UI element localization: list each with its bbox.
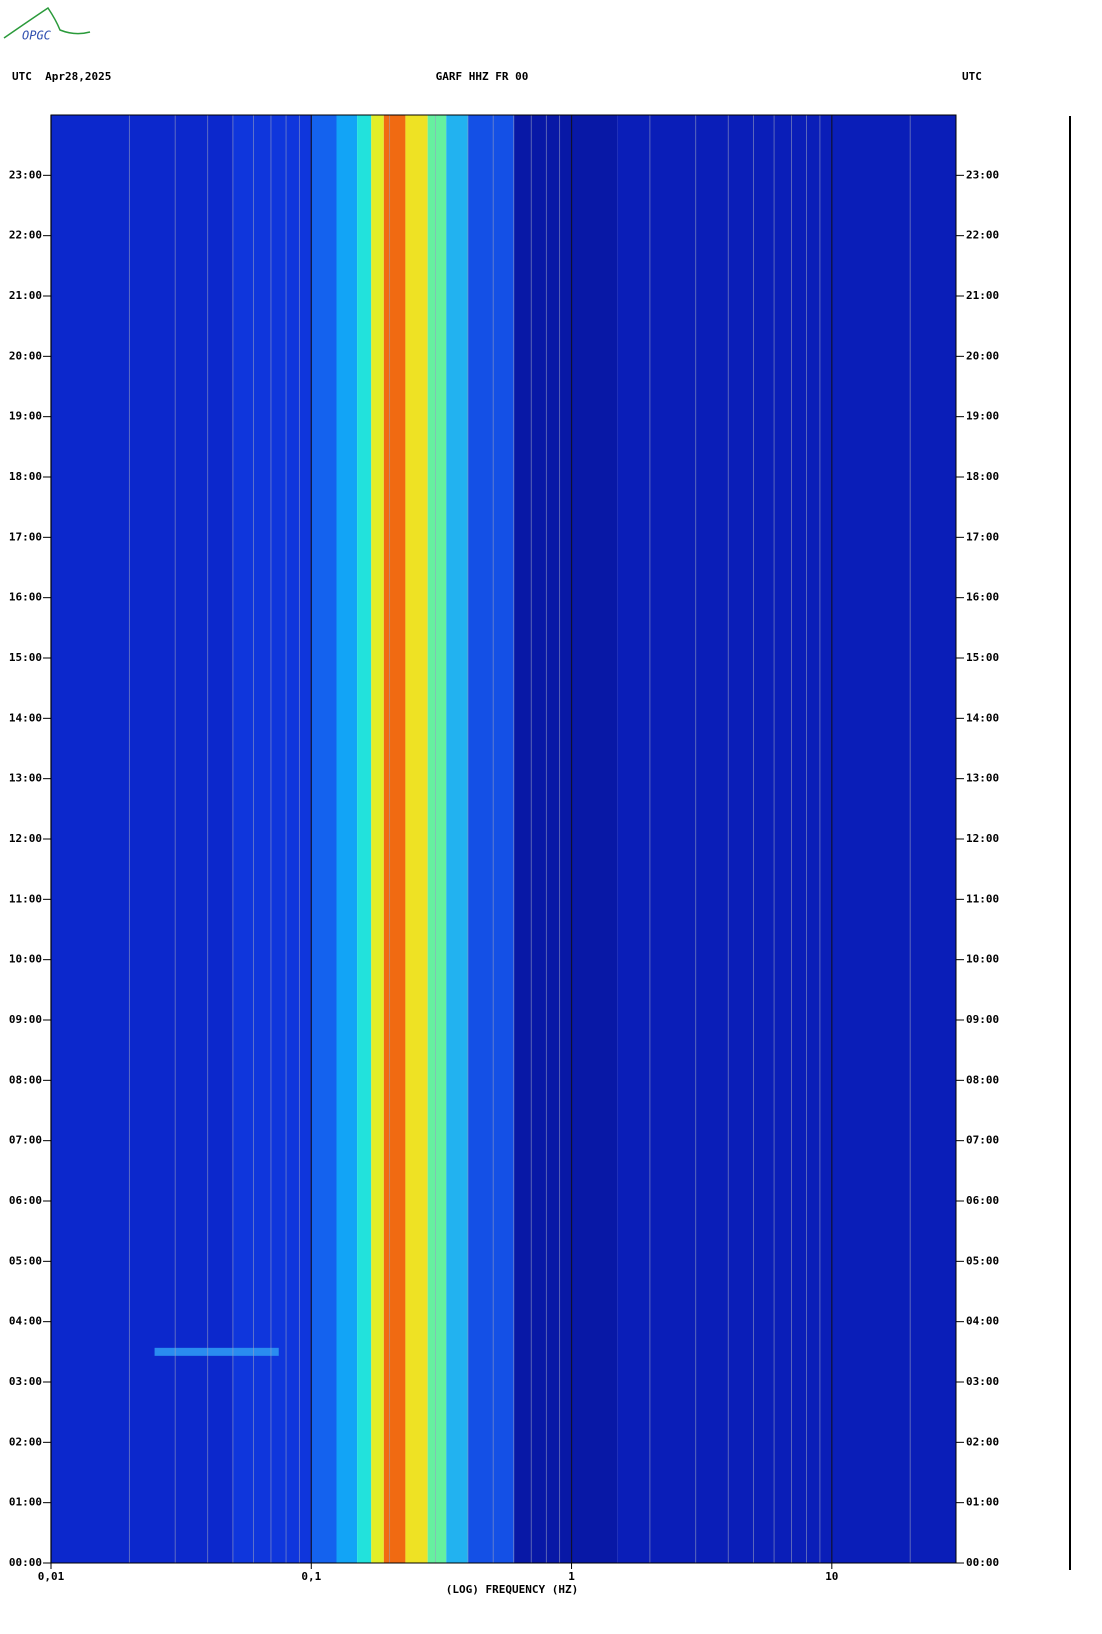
y-tick-label-left: 23:00	[9, 168, 42, 181]
y-tick-label-left: 12:00	[9, 832, 42, 845]
y-tick-label-right: 14:00	[966, 711, 999, 724]
x-tick-label: 0,1	[301, 1570, 321, 1583]
timezone-label: UTC	[962, 70, 982, 83]
y-tick-label-left: 22:00	[9, 229, 42, 242]
spectral-band	[311, 115, 337, 1563]
x-tick-label: 10	[825, 1570, 838, 1583]
y-tick-label-right: 13:00	[966, 772, 999, 785]
spectral-band	[446, 115, 468, 1563]
y-tick-label-right: 21:00	[966, 289, 999, 302]
y-tick-label-right: 15:00	[966, 651, 999, 664]
y-tick-label-left: 11:00	[9, 892, 42, 905]
spectral-band	[336, 115, 358, 1563]
y-tick-label-right: 20:00	[966, 349, 999, 362]
y-tick-label-right: 19:00	[966, 410, 999, 423]
y-tick-label-right: 05:00	[966, 1254, 999, 1267]
y-tick-label-left: 10:00	[9, 953, 42, 966]
y-tick-label-left: 13:00	[9, 772, 42, 785]
spectral-band	[467, 115, 514, 1563]
spectral-band	[427, 115, 447, 1563]
date-label: UTC Apr28,2025	[12, 70, 111, 83]
y-tick-label-left: 00:00	[9, 1556, 42, 1569]
spectral-band	[513, 115, 618, 1563]
y-tick-label-right: 07:00	[966, 1134, 999, 1147]
y-tick-label-left: 05:00	[9, 1254, 42, 1267]
spectral-band	[51, 115, 233, 1563]
y-tick-label-left: 08:00	[9, 1073, 42, 1086]
y-tick-label-right: 22:00	[966, 229, 999, 242]
x-tick-label: 0,01	[38, 1570, 65, 1583]
logo-text: OPGC	[22, 29, 52, 43]
y-tick-label-right: 02:00	[966, 1435, 999, 1448]
y-tick-label-left: 09:00	[9, 1013, 42, 1026]
y-tick-label-right: 00:00	[966, 1556, 999, 1569]
y-tick-label-left: 02:00	[9, 1435, 42, 1448]
y-tick-label-right: 06:00	[966, 1194, 999, 1207]
x-tick-label: 1	[568, 1570, 575, 1583]
y-tick-label-left: 07:00	[9, 1134, 42, 1147]
y-tick-label-right: 23:00	[966, 168, 999, 181]
y-tick-label-right: 04:00	[966, 1315, 999, 1328]
event-streak	[154, 1347, 279, 1356]
y-tick-label-left: 19:00	[9, 410, 42, 423]
y-tick-label-right: 10:00	[966, 953, 999, 966]
spectral-band	[357, 115, 372, 1563]
y-tick-label-right: 01:00	[966, 1496, 999, 1509]
plot-frame	[50, 114, 957, 1564]
y-tick-label-right: 11:00	[966, 892, 999, 905]
y-tick-label-left: 06:00	[9, 1194, 42, 1207]
spectral-band	[383, 115, 406, 1563]
chart-title: GARF HHZ FR 00	[436, 70, 529, 83]
y-tick-label-left: 14:00	[9, 711, 42, 724]
y-tick-label-right: 12:00	[966, 832, 999, 845]
y-tick-label-left: 03:00	[9, 1375, 42, 1388]
spectral-band	[232, 115, 312, 1563]
y-tick-label-right: 17:00	[966, 530, 999, 543]
y-tick-label-left: 04:00	[9, 1315, 42, 1328]
y-tick-label-left: 21:00	[9, 289, 42, 302]
y-tick-label-right: 09:00	[966, 1013, 999, 1026]
y-tick-label-right: 16:00	[966, 591, 999, 604]
y-tick-label-left: 18:00	[9, 470, 42, 483]
y-tick-label-right: 03:00	[966, 1375, 999, 1388]
y-tick-label-left: 20:00	[9, 349, 42, 362]
spectral-band	[617, 115, 956, 1563]
y-tick-label-left: 16:00	[9, 591, 42, 604]
logo-mark	[3, 6, 91, 39]
y-tick-label-right: 18:00	[966, 470, 999, 483]
spectral-band	[405, 115, 428, 1563]
y-tick-label-left: 17:00	[9, 530, 42, 543]
y-tick-label-left: 01:00	[9, 1496, 42, 1509]
y-tick-label-left: 15:00	[9, 651, 42, 664]
spectral-band	[371, 115, 384, 1563]
y-tick-label-right: 08:00	[966, 1073, 999, 1086]
x-axis-label: (LOG) FREQUENCY (HZ)	[446, 1583, 578, 1596]
